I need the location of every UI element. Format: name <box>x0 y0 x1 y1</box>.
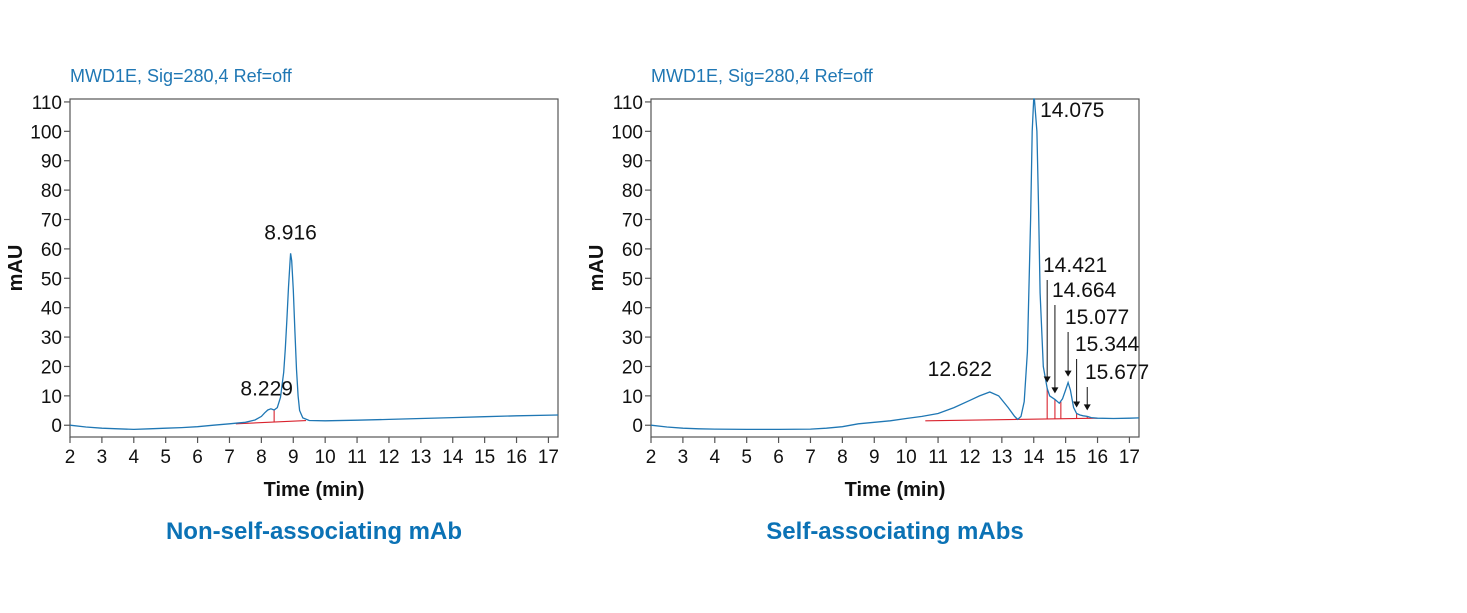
x-tick-label: 16 <box>506 447 527 468</box>
peak-arrowhead <box>1064 370 1072 377</box>
y-tick-label: 10 <box>622 387 643 408</box>
peak-label: 14.075 <box>1040 99 1104 122</box>
x-tick-label: 5 <box>160 447 171 468</box>
x-tick-label: 10 <box>896 447 917 468</box>
peak-labels: 8.229 8.916 <box>240 221 316 400</box>
axis-ticks: 2 3 4 5 6 7 8 9 10 11 12 13 14 15 16 17 0 10 20 30 40 50 60 70 8… <box>611 93 1140 468</box>
y-tick-label: 10 <box>41 387 62 408</box>
plot-frame <box>69 98 559 438</box>
integration-baseline <box>235 419 307 425</box>
peak-arrowhead <box>1083 404 1091 411</box>
x-tick-label: 17 <box>538 447 559 468</box>
peak-label: 14.421 <box>1043 254 1107 277</box>
chart-caption: Self-associating mAbs <box>766 518 1023 545</box>
y-tick-label: 60 <box>41 240 62 261</box>
y-tick-label: 50 <box>41 269 62 290</box>
x-tick-label: 4 <box>710 447 721 468</box>
x-tick-label: 16 <box>1087 447 1108 468</box>
x-tick-label: 12 <box>378 447 399 468</box>
y-tick-label: 100 <box>611 122 643 143</box>
x-tick-label: 3 <box>97 447 108 468</box>
y-tick-label: 110 <box>32 93 62 114</box>
y-tick-label: 40 <box>622 299 643 320</box>
x-tick-label: 13 <box>991 447 1012 468</box>
y-tick-label: 100 <box>30 122 62 143</box>
plot-frame <box>650 98 1140 438</box>
peak-arrowhead <box>1051 387 1059 394</box>
peak-label: 15.677 <box>1085 361 1149 384</box>
x-tick-label: 5 <box>741 447 752 468</box>
peak-label: 15.077 <box>1065 306 1129 329</box>
peak-label: 15.344 <box>1075 333 1140 356</box>
x-tick-label: 6 <box>192 447 203 468</box>
x-tick-label: 7 <box>805 447 816 468</box>
y-tick-label: 70 <box>41 211 62 232</box>
chromatogram-panel-right: MWD1E, Sig=280,4 Ref=off 2 3 4 5 6 7 8 9 10 11 12 1… <box>586 66 1149 545</box>
x-tick-label: 11 <box>347 447 367 468</box>
x-tick-label: 12 <box>959 447 980 468</box>
y-tick-label: 90 <box>622 152 643 173</box>
x-tick-label: 14 <box>1023 447 1045 468</box>
x-tick-label: 6 <box>773 447 784 468</box>
peak-arrowhead <box>1073 401 1081 408</box>
y-tick-label: 0 <box>632 416 643 437</box>
chart-caption: Non-self-associating mAb <box>166 518 462 545</box>
y-tick-label: 80 <box>622 181 643 202</box>
signal-subtitle: MWD1E, Sig=280,4 Ref=off <box>70 66 293 86</box>
x-tick-label: 15 <box>1055 447 1076 468</box>
peak-label: 12.622 <box>928 358 992 381</box>
integration-baseline <box>925 417 1098 422</box>
x-tick-label: 13 <box>410 447 431 468</box>
x-tick-label: 9 <box>288 447 299 468</box>
x-tick-label: 8 <box>256 447 267 468</box>
x-tick-label: 14 <box>442 447 464 468</box>
peak-label: 8.916 <box>264 221 317 244</box>
x-tick-label: 17 <box>1119 447 1140 468</box>
x-axis-title: Time (min) <box>264 479 365 501</box>
x-tick-label: 10 <box>315 447 336 468</box>
y-tick-label: 30 <box>41 328 62 349</box>
y-tick-label: 50 <box>622 269 643 290</box>
axis-ticks: 2 3 4 5 6 7 8 9 10 11 12 13 14 15 16 17 0 10 20 30 40 50 60 70 8… <box>30 93 559 468</box>
y-tick-label: 90 <box>41 152 62 173</box>
x-tick-label: 2 <box>646 447 657 468</box>
x-tick-label: 11 <box>928 447 948 468</box>
y-tick-label: 0 <box>51 416 62 437</box>
y-tick-label: 40 <box>41 299 62 320</box>
peak-label: 8.229 <box>240 378 293 401</box>
x-tick-label: 15 <box>474 447 495 468</box>
y-tick-label: 30 <box>622 328 643 349</box>
integration-marks <box>235 409 307 425</box>
y-axis-title: mAU <box>586 245 608 292</box>
chromatogram-panel-left: MWD1E, Sig=280,4 Ref=off 2 3 4 5 6 7 8 9 10 11 12 1… <box>5 66 559 545</box>
y-tick-label: 20 <box>41 357 62 378</box>
y-tick-label: 70 <box>622 211 643 232</box>
signal-subtitle: MWD1E, Sig=280,4 Ref=off <box>651 66 874 86</box>
integration-marks <box>925 388 1098 422</box>
y-tick-label: 80 <box>41 181 62 202</box>
x-tick-label: 4 <box>129 447 140 468</box>
x-tick-label: 2 <box>65 447 76 468</box>
y-tick-label: 110 <box>613 93 643 114</box>
y-tick-label: 20 <box>622 357 643 378</box>
y-axis-title: mAU <box>5 245 27 292</box>
x-tick-label: 8 <box>837 447 848 468</box>
x-tick-label: 7 <box>224 447 235 468</box>
x-axis-title: Time (min) <box>845 479 946 501</box>
signal-trace <box>69 253 559 431</box>
x-tick-label: 9 <box>869 447 880 468</box>
signal-trace <box>650 98 1140 431</box>
y-tick-label: 60 <box>622 240 643 261</box>
peak-label: 14.664 <box>1052 279 1117 302</box>
peak-arrowhead <box>1043 376 1051 383</box>
x-tick-label: 3 <box>678 447 689 468</box>
